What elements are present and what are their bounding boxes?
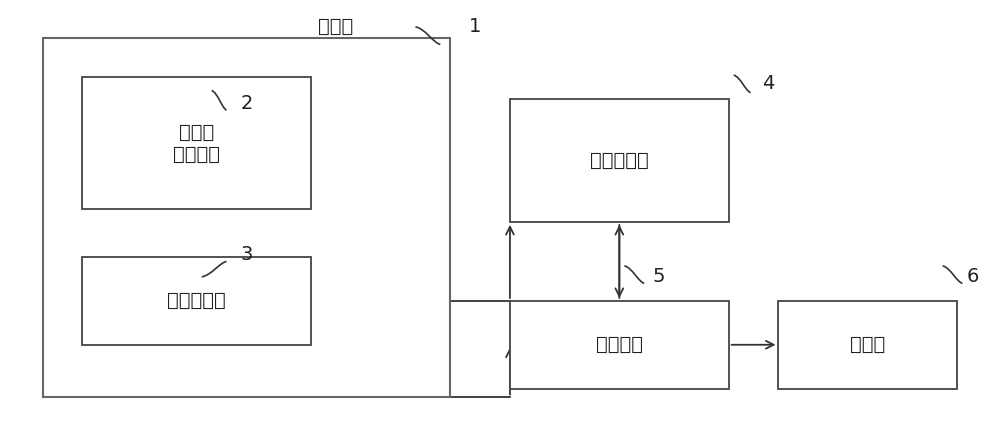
Text: 频谱分析仪: 频谱分析仪 bbox=[590, 151, 649, 170]
Text: 屏蔽箱: 屏蔽箱 bbox=[318, 17, 354, 36]
Text: 打印机: 打印机 bbox=[850, 335, 886, 354]
Text: 传感器
测试工装: 传感器 测试工装 bbox=[173, 123, 220, 163]
Text: 6: 6 bbox=[966, 267, 979, 286]
Bar bbox=[778, 301, 957, 388]
Text: 3: 3 bbox=[240, 246, 253, 264]
Bar bbox=[82, 77, 311, 209]
Bar bbox=[43, 38, 450, 397]
Bar bbox=[82, 257, 311, 345]
Text: 1: 1 bbox=[469, 17, 481, 36]
Bar bbox=[510, 301, 729, 388]
Bar bbox=[510, 99, 729, 222]
Text: 4: 4 bbox=[762, 75, 775, 93]
Text: 5: 5 bbox=[653, 267, 665, 286]
Text: 2: 2 bbox=[240, 94, 253, 113]
Text: 微处理器: 微处理器 bbox=[596, 335, 643, 354]
Text: 测试控制器: 测试控制器 bbox=[167, 291, 226, 310]
